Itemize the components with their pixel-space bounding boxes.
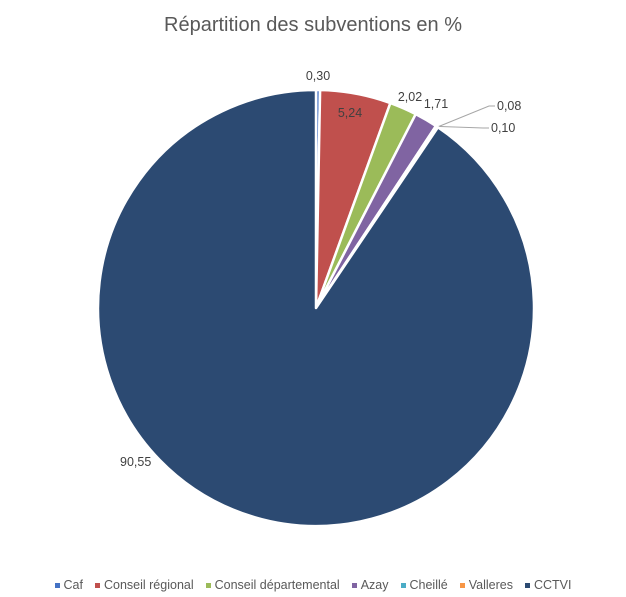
data-label-conseil-regional: 5,24 (338, 106, 362, 120)
data-label-cctvi: 90,55 (120, 455, 151, 469)
legend-label: Valleres (468, 578, 513, 592)
legend-swatch-azay (351, 582, 357, 588)
legend-item-conseil-departemental: Conseil départemental (205, 578, 340, 592)
legend-swatch-cheille (400, 582, 406, 588)
legend-label: Caf (63, 578, 83, 592)
legend-item-valleres: Valleres (459, 578, 513, 592)
legend-label: Conseil régional (103, 578, 194, 592)
legend-item-conseil-regional: Conseil régional (94, 578, 194, 592)
data-label-valleres: 0,08 (497, 99, 521, 113)
legend-label: CCTVI (533, 578, 572, 592)
data-label-cheille: 0,10 (491, 121, 515, 135)
pie-slice-cctvi (96, 88, 536, 528)
data-label-conseil-departemental: 2,02 (398, 90, 422, 104)
legend-item-cctvi: CCTVI (524, 578, 572, 592)
chart-title: Répartition des subventions en % (164, 14, 462, 36)
leader-line-cheille (436, 125, 489, 129)
legend-label: Cheillé (409, 578, 448, 592)
legend-swatch-conseil-regional (94, 582, 100, 588)
legend-item-cheille: Cheillé (400, 578, 448, 592)
legend-swatch-valleres (459, 582, 465, 588)
legend-swatch-conseil-departemental (205, 582, 211, 588)
legend-swatch-cctvi (524, 582, 530, 588)
legend-label: Azay (360, 578, 389, 592)
pie-chart: 0,30 5,24 2,02 1,71 0,10 0,08 90,55 (96, 69, 536, 528)
legend-swatch-caf (54, 582, 60, 588)
legend-label: Conseil départemental (214, 578, 340, 592)
legend-item-azay: Azay (351, 578, 389, 592)
data-label-azay: 1,71 (424, 97, 448, 111)
leader-line-valleres (437, 105, 495, 128)
chart-legend: Caf Conseil régional Conseil départemental… (0, 578, 626, 592)
legend-item-caf: Caf (54, 578, 83, 592)
data-label-caf: 0,30 (306, 69, 330, 83)
